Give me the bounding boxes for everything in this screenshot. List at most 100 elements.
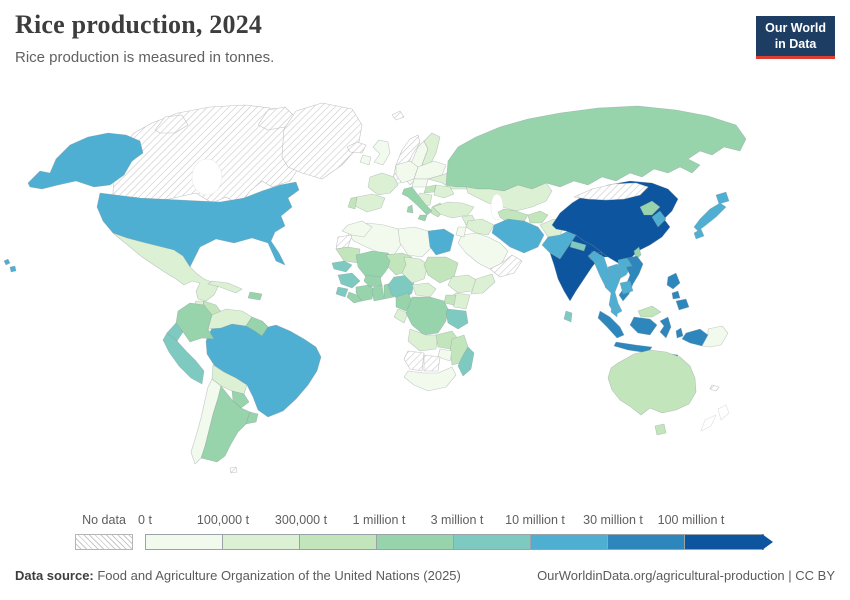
country-burkina-faso[interactable] <box>363 274 383 288</box>
country-papua-new-guinea[interactable] <box>701 325 729 348</box>
country-russia[interactable] <box>445 105 747 192</box>
country-japan-hokkaido[interactable] <box>715 191 730 205</box>
country-new-zealand-south[interactable] <box>700 414 717 432</box>
footer-link[interactable]: OurWorldinData.org/agricultural-producti… <box>537 568 835 583</box>
country-gabon[interactable] <box>393 308 409 324</box>
data-source-text: Food and Agriculture Organization of the… <box>93 568 461 583</box>
country-uganda[interactable] <box>443 294 457 306</box>
country-philippines-visayas[interactable] <box>671 290 681 300</box>
country-morocco[interactable] <box>341 220 373 238</box>
country-guinea[interactable] <box>337 272 361 289</box>
country-botswana[interactable] <box>423 354 441 372</box>
country-tanzania[interactable] <box>445 308 469 330</box>
country-somalia[interactable] <box>470 273 496 295</box>
legend-segment[interactable] <box>222 534 302 550</box>
country-madagascar[interactable] <box>457 346 475 377</box>
country-malaysia-borneo[interactable] <box>637 305 662 318</box>
country-kyrgyzstan[interactable] <box>527 210 549 224</box>
country-indonesia-sumatra[interactable] <box>597 310 625 339</box>
legend-no-data-swatch[interactable] <box>75 534 133 550</box>
country-dr-congo[interactable] <box>405 296 449 336</box>
legend-segment[interactable] <box>453 534 533 550</box>
country-spain[interactable] <box>354 193 386 213</box>
country-peru[interactable] <box>162 332 205 385</box>
country-angola[interactable] <box>407 328 439 352</box>
page-title: Rice production, 2024 <box>15 10 263 39</box>
country-nepal[interactable] <box>569 240 587 252</box>
owid-logo[interactable]: Our World in Data <box>756 16 835 60</box>
country-south-korea[interactable] <box>651 210 667 228</box>
country-zimbabwe[interactable] <box>437 348 453 362</box>
country-austria[interactable] <box>411 178 429 188</box>
country-falkland-islands[interactable] <box>229 466 238 474</box>
country-jordan[interactable] <box>455 226 467 238</box>
country-united-states-alaska[interactable] <box>27 132 144 190</box>
country-iceland[interactable] <box>346 141 367 154</box>
country-australia-tasmania[interactable] <box>654 423 667 436</box>
country-japan-honshu[interactable] <box>693 202 727 232</box>
country-sierra-leone[interactable] <box>335 286 349 298</box>
country-guyana[interactable] <box>245 316 269 337</box>
country-malaysia-peninsular[interactable] <box>610 304 619 318</box>
country-egypt[interactable] <box>427 228 455 256</box>
country-new-zealand-north[interactable] <box>717 404 730 421</box>
country-finland[interactable] <box>421 132 441 166</box>
country-united-kingdom[interactable] <box>372 139 391 166</box>
country-cambodia[interactable] <box>619 280 634 295</box>
country-mali[interactable] <box>355 250 393 282</box>
country-liberia[interactable] <box>346 291 363 304</box>
legend-no-data[interactable]: No data <box>75 513 133 550</box>
country-south-africa[interactable] <box>403 366 457 392</box>
legend-segment[interactable] <box>145 534 225 550</box>
country-mexico[interactable] <box>112 232 219 302</box>
country-yemen-oman[interactable] <box>489 254 523 278</box>
country-philippines-mindanao[interactable] <box>675 298 690 311</box>
country-united-states-hawaii[interactable] <box>3 258 17 273</box>
country-france[interactable] <box>367 172 399 196</box>
country-italy-sardinia[interactable] <box>406 204 414 214</box>
country-mongolia[interactable] <box>573 182 649 201</box>
legend-segment[interactable] <box>376 534 456 550</box>
country-australia[interactable] <box>607 349 697 416</box>
country-libya[interactable] <box>397 226 433 258</box>
country-greenland[interactable] <box>281 102 363 180</box>
country-japan-kyushu[interactable] <box>693 228 705 240</box>
country-north-korea[interactable] <box>639 200 661 216</box>
country-sri-lanka[interactable] <box>563 310 573 323</box>
country-philippines-luzon[interactable] <box>666 272 681 290</box>
country-western-sahara[interactable] <box>335 234 353 250</box>
country-china[interactable] <box>551 180 679 264</box>
country-svalbard[interactable] <box>391 110 405 121</box>
country-turkey[interactable] <box>432 201 475 219</box>
country-ireland[interactable] <box>359 154 372 166</box>
country-uruguay[interactable] <box>245 411 259 425</box>
country-hungary[interactable] <box>423 184 437 194</box>
country-kazakhstan[interactable] <box>465 182 553 212</box>
country-new-caledonia[interactable] <box>709 384 720 392</box>
country-sudan[interactable] <box>423 256 459 284</box>
legend-segment[interactable] <box>299 534 379 550</box>
country-chad[interactable] <box>401 256 429 284</box>
legend-segment[interactable] <box>607 534 687 550</box>
country-dominican-republic[interactable] <box>247 291 263 301</box>
country-central-african-republic[interactable] <box>411 282 437 298</box>
legend-segment[interactable] <box>684 534 764 550</box>
country-indonesia-maluku[interactable] <box>675 327 684 339</box>
header: Rice production, 2024 Rice production is… <box>15 10 835 66</box>
country-iraq[interactable] <box>465 218 495 236</box>
country-canada-arctic-islands[interactable] <box>154 114 189 134</box>
country-ghana[interactable] <box>371 284 385 302</box>
country-chile[interactable] <box>190 378 222 465</box>
legend-segment[interactable] <box>530 534 610 550</box>
legend-tick-label: 3 million t <box>430 513 484 527</box>
country-indonesia-sulawesi[interactable] <box>659 316 672 339</box>
country-cuba[interactable] <box>207 280 243 294</box>
country-namibia[interactable] <box>403 350 425 372</box>
country-romania[interactable] <box>433 184 455 199</box>
country-senegal[interactable] <box>331 260 353 273</box>
country-iran[interactable] <box>491 218 545 254</box>
country-italy[interactable] <box>401 186 433 216</box>
country-italy-sicily[interactable] <box>417 214 428 222</box>
country-portugal[interactable] <box>347 196 358 210</box>
country-indonesia-kalimantan[interactable] <box>629 316 658 336</box>
